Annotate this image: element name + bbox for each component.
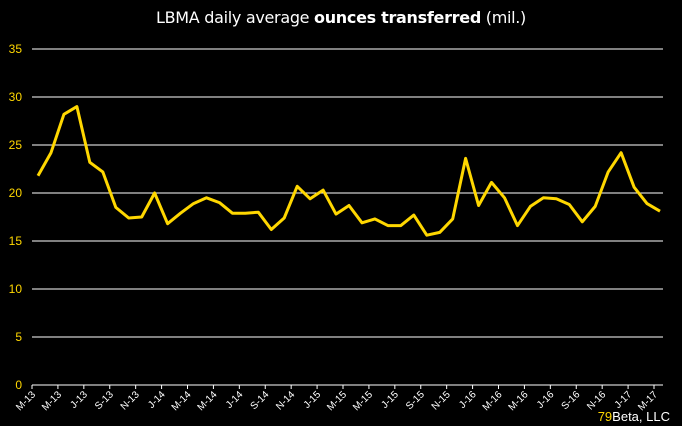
x-tick-label: M-16	[481, 389, 505, 413]
x-tick-label: S-13	[93, 389, 116, 412]
x-tick-label: J-17	[613, 389, 635, 411]
x-tick-label: M-15	[351, 389, 375, 413]
x-tick-label: S-15	[404, 389, 427, 412]
y-tick-label: 0	[15, 378, 22, 392]
y-tick-label: 30	[9, 90, 23, 104]
x-tick-label: M-13	[40, 389, 64, 413]
x-tick-label: N-13	[119, 389, 142, 412]
x-tick-label: J-13	[68, 389, 90, 411]
title-bold: ounces transferred	[314, 8, 481, 27]
title-normal: LBMA daily average	[155, 8, 315, 27]
x-tick-label: J-14	[224, 389, 246, 411]
credit-number: 79	[597, 409, 613, 424]
y-axis: 0 5 10 15 20 25 30 35	[9, 42, 23, 392]
y-tick-label: 5	[15, 330, 22, 344]
y-tick-label: 35	[9, 42, 23, 56]
data-line	[36, 105, 661, 237]
credit-text: Beta, LLC	[612, 409, 670, 424]
x-tick-label: J-15	[379, 389, 401, 411]
x-tick-label: J-16	[457, 389, 479, 411]
x-tick-label: M-13	[14, 389, 38, 413]
title-suffix: (mil.)	[480, 8, 527, 27]
x-tick-label: N-14	[274, 389, 297, 412]
y-tick-label: 15	[9, 234, 23, 248]
x-tick-label: M-15	[325, 389, 349, 413]
y-tick-label: 20	[9, 186, 23, 200]
x-tick-label: J-14	[146, 389, 168, 411]
y-tick-label: 25	[9, 138, 23, 152]
chart-title: LBMA daily average ounces transferred (m…	[0, 8, 682, 27]
x-tick-label: M-16	[507, 389, 531, 413]
gridlines	[32, 48, 663, 338]
x-tick-label: J-16	[535, 389, 557, 411]
x-tick-label: N-15	[430, 389, 453, 412]
y-tick-label: 10	[9, 282, 23, 296]
x-tick-label: M-14	[170, 389, 194, 413]
credit-label: 79Beta, LLC	[598, 409, 670, 424]
x-tick-label: S-16	[560, 389, 583, 412]
x-tick-label: M-14	[196, 389, 220, 413]
x-axis: M-13 M-13 J-13 S-13 N-13 J-14 M-14 M-14 J-14 S-14…	[14, 384, 663, 413]
x-tick-label: J-15	[302, 389, 324, 411]
x-tick-label: S-14	[249, 389, 272, 412]
